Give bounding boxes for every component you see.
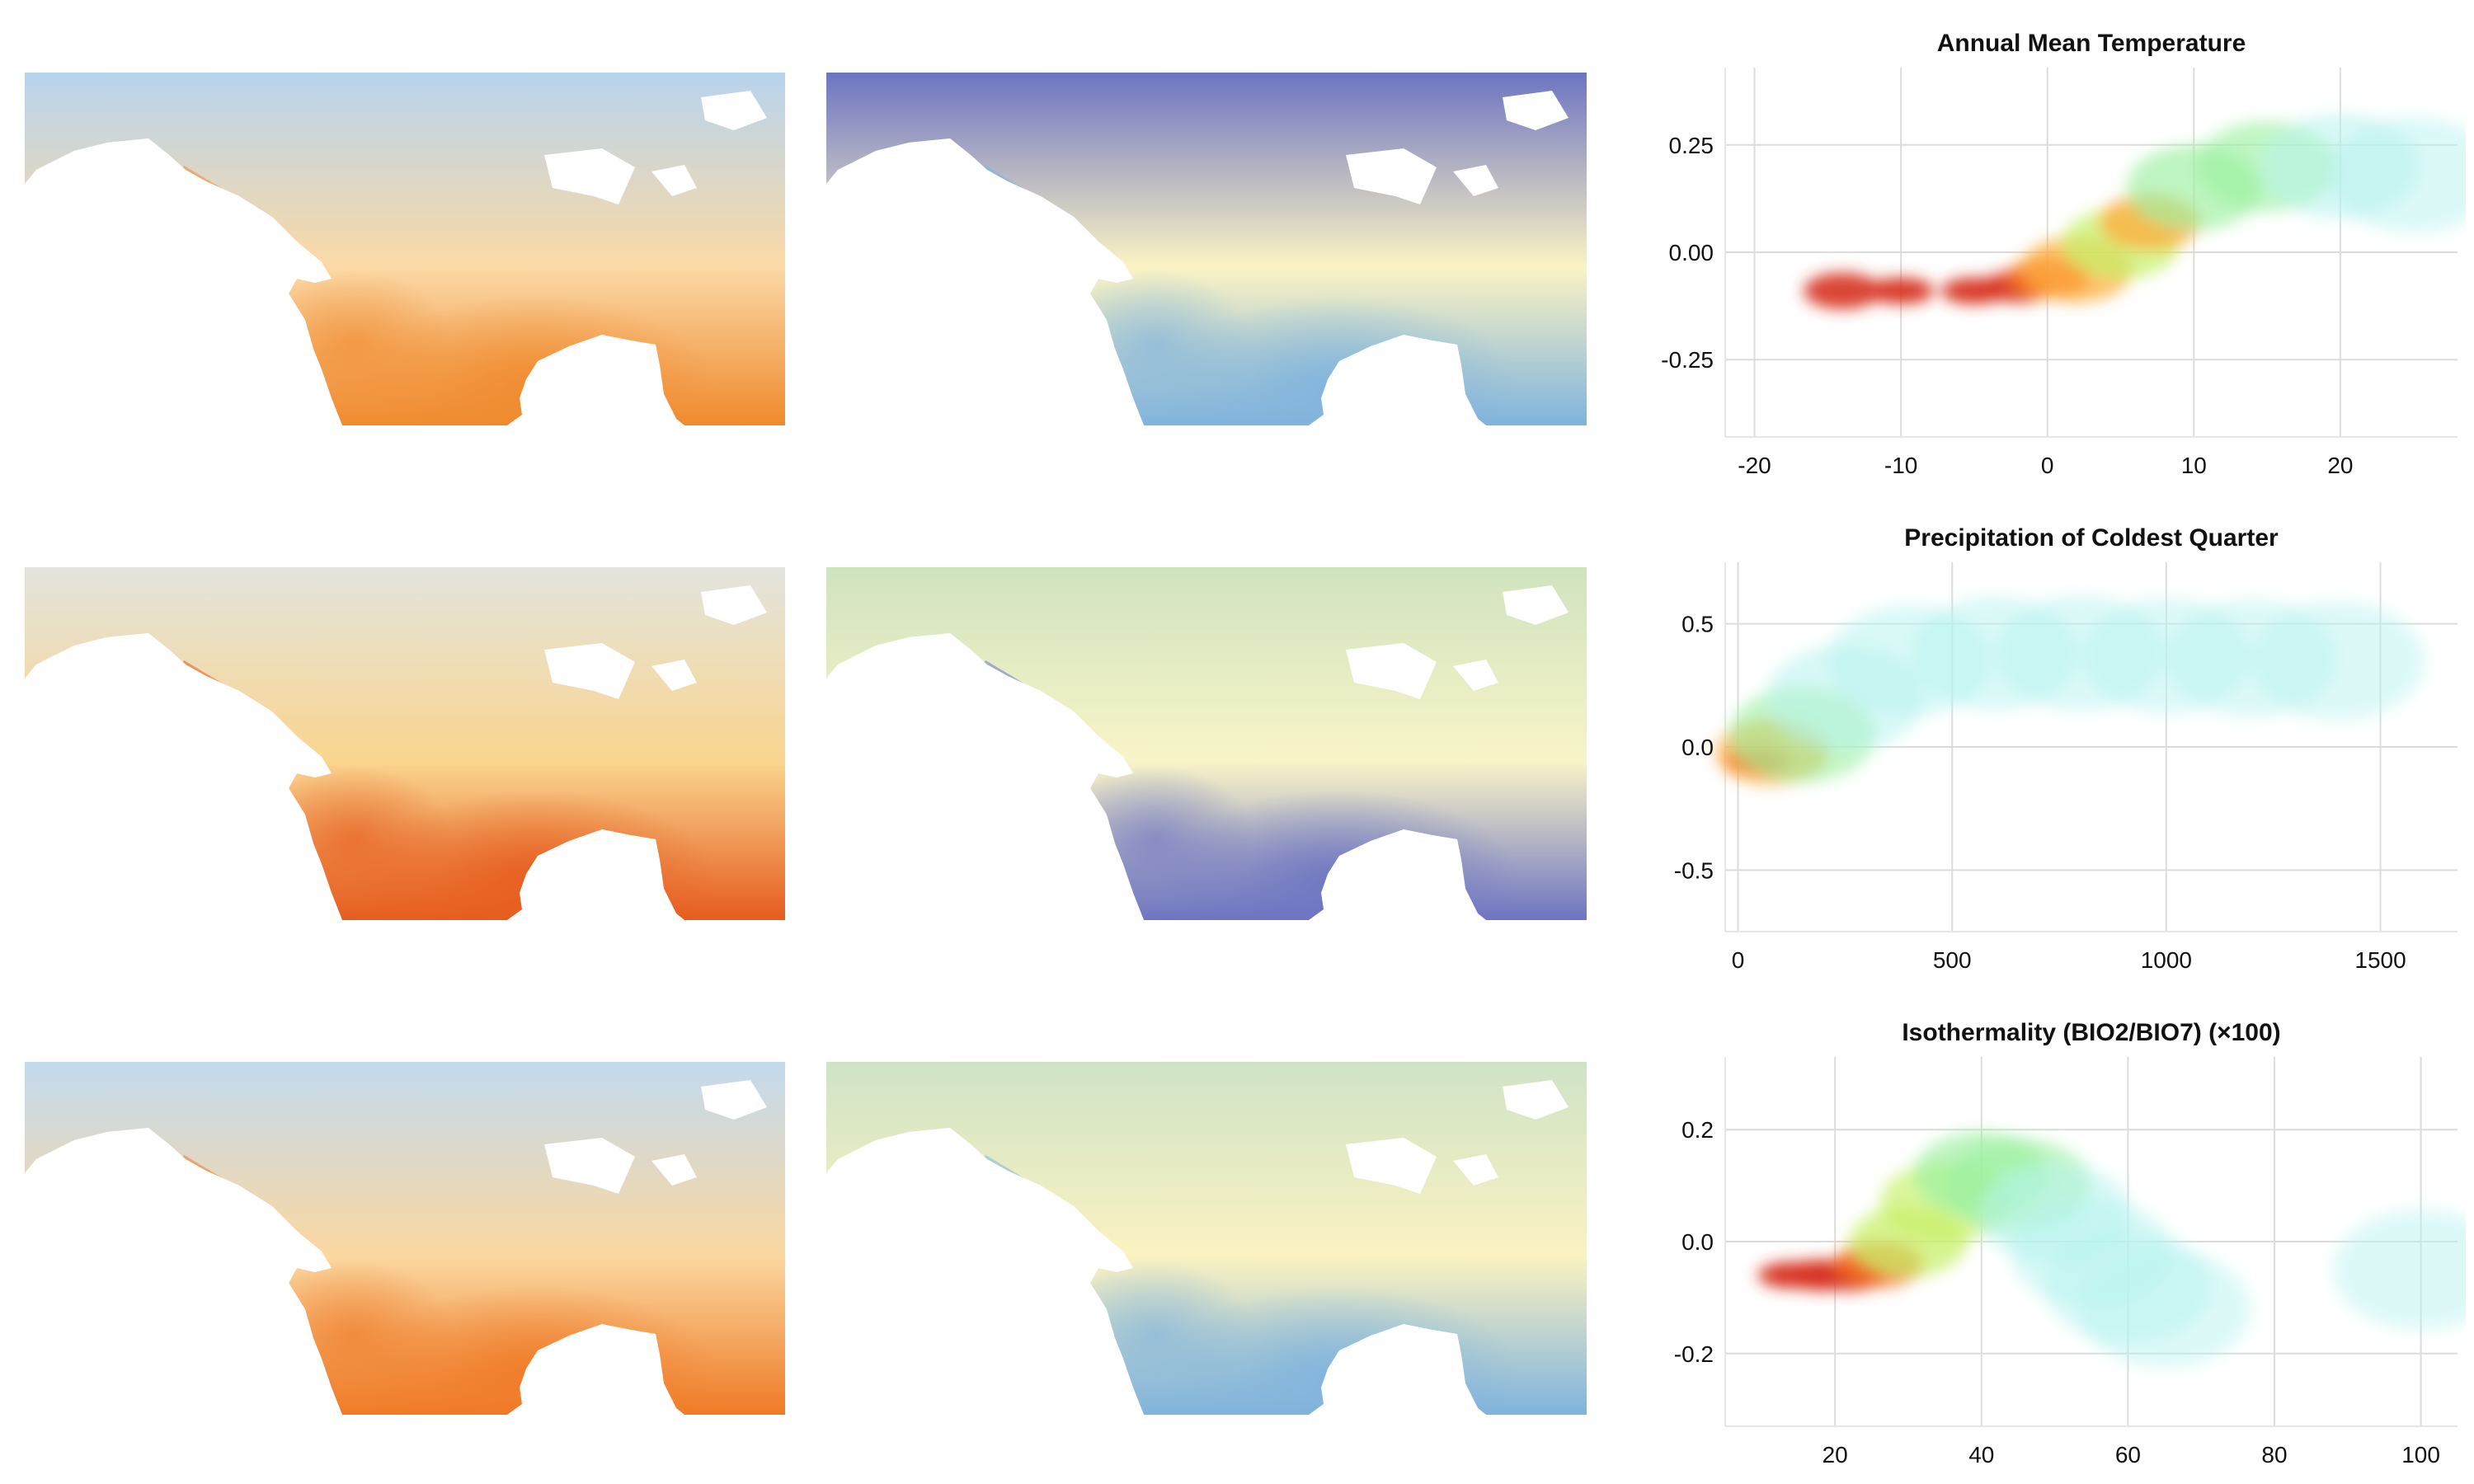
density-cell (2250, 601, 2425, 721)
x-tick-label: 40 (1968, 1442, 1994, 1468)
x-tick-label: 100 (2401, 1442, 2440, 1468)
density-cell (2078, 1250, 2251, 1368)
y-tick-label: 0.0 (1681, 735, 1714, 760)
map-row1-left (25, 73, 785, 425)
density-plot-3: Isothermality (BIO2/BIO7) (×100) 20 40 60 80… (1674, 1019, 2466, 1468)
plot-title: Isothermality (BIO2/BIO7) (×100) (1902, 1019, 2280, 1046)
density-plot-2: Precipitation of Coldest Quarter 0 500 1000… (1674, 524, 2458, 973)
density-cell (2333, 1209, 2466, 1330)
density-plot-1: Annual Mean Temperature -20 -10 0 10 20 0.25 0.… (1661, 30, 2466, 478)
map-row2-left (25, 567, 785, 920)
x-tick-label: 1000 (2141, 947, 2192, 973)
x-tick-label: 60 (2115, 1442, 2141, 1468)
y-tick-label: 0.25 (1669, 133, 1714, 158)
x-tick-label: 20 (1823, 1442, 1848, 1468)
y-tick-label: 0.0 (1681, 1229, 1714, 1255)
x-tick-label: 0 (1732, 947, 1745, 973)
x-tick-label: 0 (2041, 453, 2054, 478)
x-tick-label: -10 (1884, 453, 1917, 478)
x-tick-label: 80 (2261, 1442, 2287, 1468)
plot-title: Annual Mean Temperature (1937, 30, 2246, 57)
map-row1-right (826, 73, 1587, 425)
x-tick-label: 1500 (2354, 947, 2406, 973)
y-tick-label: 0.00 (1669, 240, 1714, 265)
density-cell (1804, 272, 1882, 309)
plot-title: Precipitation of Coldest Quarter (1904, 524, 2279, 552)
density-cell (1868, 277, 1935, 304)
y-tick-label: -0.5 (1674, 857, 1714, 883)
y-tick-label: 0.5 (1681, 612, 1714, 637)
x-tick-label: 500 (1933, 947, 1972, 973)
x-tick-label: 10 (2181, 453, 2207, 478)
map-row3-right (826, 1062, 1587, 1415)
y-tick-label: -0.25 (1661, 347, 1714, 373)
x-tick-label: 20 (2327, 453, 2353, 478)
y-tick-label: 0.2 (1681, 1117, 1714, 1143)
map-row2-right (826, 567, 1587, 920)
density-cell (2328, 117, 2466, 233)
map-row3-left (25, 1062, 785, 1415)
y-tick-label: -0.2 (1674, 1341, 1714, 1367)
x-tick-label: -20 (1738, 453, 1771, 478)
